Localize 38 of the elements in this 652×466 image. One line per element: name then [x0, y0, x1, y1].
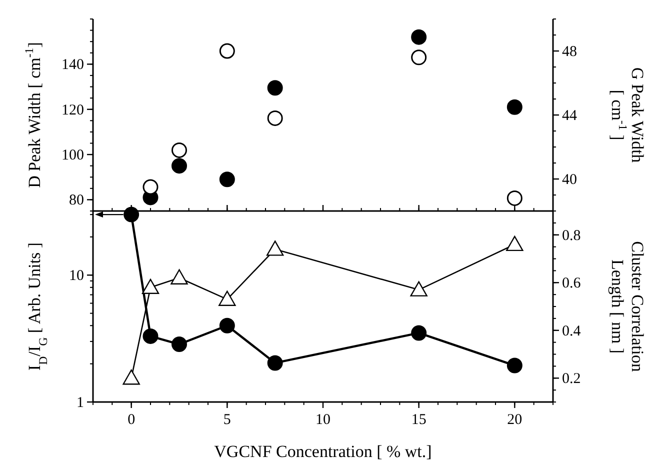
y2-tick-label: 44 [562, 108, 578, 124]
y2-tick-label: 40 [562, 172, 577, 188]
y-tick-label: 120 [62, 102, 84, 118]
x-tick-label: 0 [128, 412, 136, 428]
point [172, 142, 187, 158]
point [219, 318, 235, 334]
y2-axis-title: Cluster Correlation Length [ nm ] [608, 241, 647, 372]
point [219, 43, 235, 59]
y2-tick-label: 48 [562, 44, 577, 60]
x-tick-label: 20 [507, 412, 522, 428]
x-tick-label: 15 [411, 412, 426, 428]
point [124, 206, 140, 222]
point [411, 50, 427, 66]
point [267, 80, 283, 96]
point [506, 190, 522, 206]
point [411, 325, 427, 341]
y-tick-label: 80 [69, 192, 84, 209]
y2-tick-label: 0.6 [562, 276, 582, 292]
y2-tick-label: 0.2 [562, 371, 581, 388]
point [411, 29, 427, 45]
point [142, 328, 158, 344]
y2-tick-label: 0.8 [562, 228, 581, 244]
point [219, 172, 235, 188]
point [506, 358, 522, 374]
point [267, 355, 283, 371]
point [172, 336, 187, 352]
y-tick-label: 100 [62, 148, 84, 164]
point [172, 158, 187, 174]
x-axis-title: VGCNF Concentration [ % wt.] [214, 442, 432, 461]
y-tick-label: 140 [62, 57, 84, 74]
x-tick-label: 5 [223, 412, 231, 428]
x-tick-label: 10 [316, 412, 330, 428]
point [142, 179, 158, 195]
y-tick-label: 10 [69, 268, 84, 284]
y-tick-label: 1 [76, 395, 84, 411]
point [267, 110, 283, 126]
y2-tick-label: 0.4 [562, 323, 582, 340]
point [506, 99, 522, 115]
